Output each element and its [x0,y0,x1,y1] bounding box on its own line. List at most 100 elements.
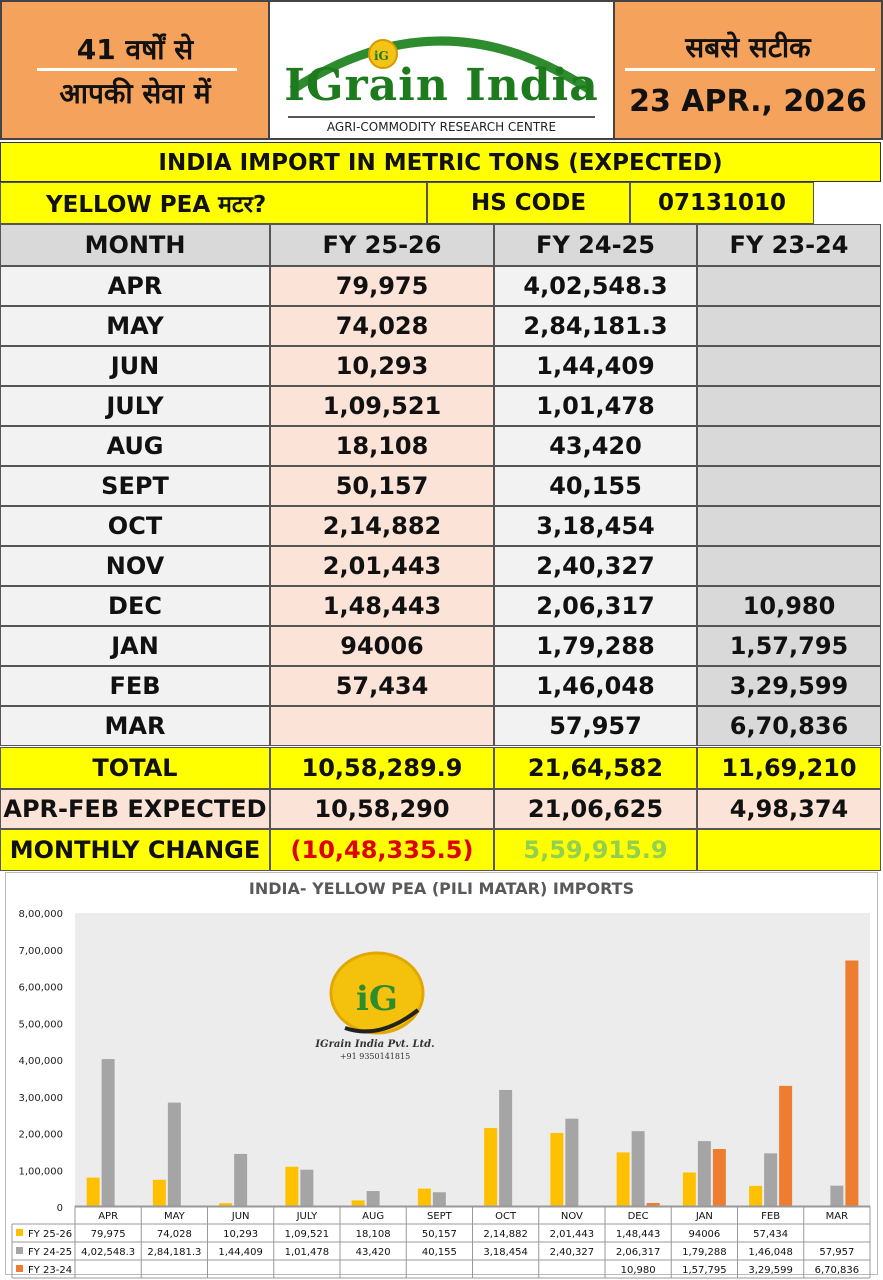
fy2526-cell: 1,48,443 [270,586,494,626]
fy2324-cell [697,346,881,386]
month-cell: OCT [0,506,270,546]
fy2526-cell: 94006 [270,626,494,666]
chart-title: INDIA- YELLOW PEA (PILI MATAR) IMPORTS [248,879,635,898]
fy2425-cell: 40,155 [494,466,697,506]
table-row: JAN 94006 1,79,288 1,57,795 [0,626,881,666]
table-row: OCT 2,14,882 3,18,454 [0,506,881,546]
date-divider [625,68,875,71]
month-cell: SEPT [0,466,270,506]
logo-mark-text: iG [374,49,389,63]
brand-subtitle: AGRI-COMMODITY RESEARCH CENTRE [288,116,595,134]
fy2324-cell [697,466,881,506]
fy2425-cell: 43,420 [494,426,697,466]
fy2425-cell: 57,957 [494,706,697,746]
brand-logo-graphic: iG [289,36,593,94]
fy2324-cell: 6,70,836 [697,706,881,746]
expected-label: APR-FEB EXPECTED [0,789,270,829]
month-cell: JULY [0,386,270,426]
fy2526-cell: 18,108 [270,426,494,466]
month-cell: MAR [0,706,270,746]
fy2425-cell: 1,44,409 [494,346,697,386]
fy2425-cell: 1,01,478 [494,386,697,426]
table-row: AUG 18,108 43,420 [0,426,881,466]
change-fy2324 [697,829,881,871]
fy2324-cell: 1,57,795 [697,626,881,666]
fy2324-cell [697,306,881,346]
column-header: FY 23-24 [697,224,881,266]
fy2526-cell: 57,434 [270,666,494,706]
fy2425-cell: 2,84,181.3 [494,306,697,346]
fy2526-cell [270,706,494,746]
product-row: YELLOW PEA मटर? HS CODE 07131010 [0,182,881,224]
table-row: JUN 10,293 1,44,409 [0,346,881,386]
table-header-row: MONTH FY 25-26 FY 24-25 FY 23-24 [0,224,881,266]
table-row: FEB 57,434 1,46,048 3,29,599 [0,666,881,706]
fy2425-cell: 2,06,317 [494,586,697,626]
product-label: YELLOW PEA मटर? [0,182,427,224]
fy2526-cell: 1,09,521 [270,386,494,426]
header-left-panel: 41 वर्षों से आपकी सेवा में [0,0,270,140]
expected-row: APR-FEB EXPECTED 10,58,290 21,06,625 4,9… [0,789,881,829]
fy2324-cell [697,386,881,426]
expected-fy2425: 21,06,625 [494,789,697,829]
table-row: MAY 74,028 2,84,181.3 [0,306,881,346]
fy2324-cell [697,266,881,306]
column-header: FY 24-25 [494,224,697,266]
table-row: MAR 57,957 6,70,836 [0,706,881,746]
total-fy2324: 11,69,210 [697,747,881,789]
total-row: TOTAL 10,58,289.9 21,64,582 11,69,210 [0,747,881,789]
chart-panel [5,872,878,1275]
monthly-change-row: MONTHLY CHANGE (10,48,335.5) 5,59,915.9 [0,829,881,871]
month-cell: JUN [0,346,270,386]
table-row: SEPT 50,157 40,155 [0,466,881,506]
month-cell: JAN [0,626,270,666]
fy2324-cell: 3,29,599 [697,666,881,706]
tagline-line1: 41 वर्षों से [76,33,194,66]
tagline-divider [37,68,237,71]
fy2324-cell: 10,980 [697,586,881,626]
table-row: NOV 2,01,443 2,40,327 [0,546,881,586]
month-cell: AUG [0,426,270,466]
fy2324-cell [697,506,881,546]
fy2425-cell: 2,40,327 [494,546,697,586]
accuracy-tagline: सबसे सटीक [685,31,811,64]
total-fy2526: 10,58,289.9 [270,747,494,789]
total-fy2425: 21,64,582 [494,747,697,789]
column-header: MONTH [0,224,270,266]
fy2526-cell: 2,14,882 [270,506,494,546]
fy2526-cell: 10,293 [270,346,494,386]
table-row: APR 79,975 4,02,548.3 [0,266,881,306]
month-cell: FEB [0,666,270,706]
table-title: INDIA IMPORT IN METRIC TONS (EXPECTED) [0,142,881,182]
fy2526-cell: 50,157 [270,466,494,506]
hs-code-label: HS CODE [427,182,630,224]
logo-sun-icon [368,39,398,69]
fy2526-cell: 79,975 [270,266,494,306]
table-row: JULY 1,09,521 1,01,478 [0,386,881,426]
month-cell: DEC [0,586,270,626]
total-label: TOTAL [0,747,270,789]
expected-fy2526: 10,58,290 [270,789,494,829]
fy2324-cell [697,426,881,466]
change-fy2425: 5,59,915.9 [494,829,697,871]
report-date: 23 APR., 2026 [629,84,867,119]
month-cell: NOV [0,546,270,586]
brand-name: IGrain India [284,60,599,111]
column-header: FY 25-26 [270,224,494,266]
hs-code-value: 07131010 [630,182,814,224]
fy2425-cell: 3,18,454 [494,506,697,546]
fy2526-cell: 74,028 [270,306,494,346]
tagline-line2: आपकी सेवा में [59,77,211,110]
fy2425-cell: 4,02,548.3 [494,266,697,306]
header-right-panel: सबसे सटीक 23 APR., 2026 [613,0,883,140]
fy2425-cell: 1,46,048 [494,666,697,706]
month-cell: APR [0,266,270,306]
brand-logo-panel: iG IGrain India AGRI-COMMODITY RESEARCH … [270,0,613,140]
fy2526-cell: 2,01,443 [270,546,494,586]
fy2324-cell [697,546,881,586]
expected-fy2324: 4,98,374 [697,789,881,829]
month-cell: MAY [0,306,270,346]
table-row: DEC 1,48,443 2,06,317 10,980 [0,586,881,626]
change-label: MONTHLY CHANGE [0,829,270,871]
fy2425-cell: 1,79,288 [494,626,697,666]
